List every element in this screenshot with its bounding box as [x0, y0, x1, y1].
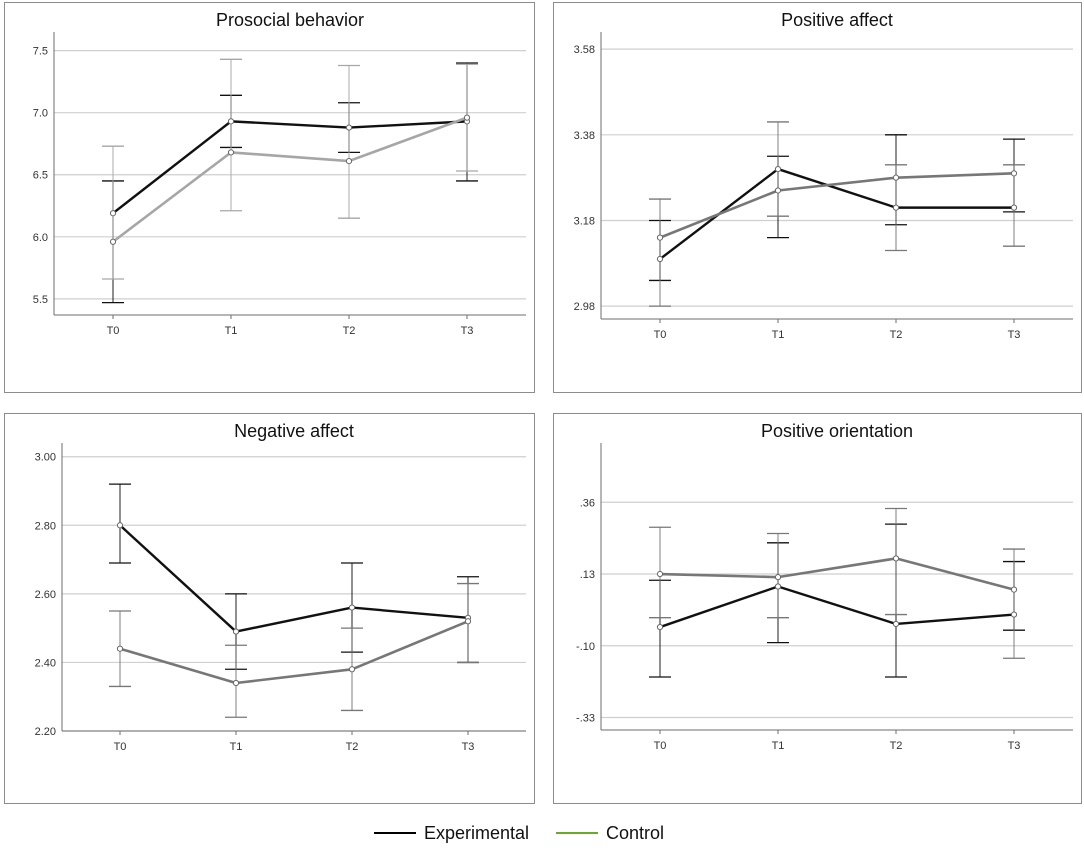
- chart-prosocial-behavior: Prosocial behavior 5.5 6.0 6.5 7.0 7.5 T0 T1 T2 T…: [4, 2, 535, 393]
- data-point-control: [348, 666, 356, 673]
- data-point-experimental: [345, 124, 353, 131]
- series-line-control: [119, 620, 469, 685]
- data-point-control: [116, 645, 124, 652]
- series-line-experimental: [659, 585, 1015, 629]
- series-line-experimental: [112, 120, 468, 215]
- data-point-control: [109, 238, 117, 245]
- data-point-control: [463, 114, 471, 121]
- chart-frame: [553, 413, 1082, 804]
- legend-swatch-control: [556, 832, 598, 834]
- data-point-experimental: [109, 210, 117, 217]
- chart-frame: [4, 2, 535, 393]
- data-point-control: [464, 618, 472, 625]
- x-tick-label: T2: [890, 740, 903, 752]
- x-tick-label: T0: [654, 740, 667, 752]
- legend-swatch-experimental: [374, 832, 416, 834]
- data-point-control: [232, 679, 240, 687]
- chart-frame: [553, 2, 1082, 393]
- x-tick-label: T1: [772, 329, 785, 341]
- legend-item-control: Control: [556, 818, 664, 848]
- series-line-experimental: [119, 524, 469, 633]
- x-tick-label: T3: [1008, 329, 1021, 341]
- chart-panel-positive-affect: Positive affect 2.98 3.18 3.38 3.58 T0 T1 T2 T3: [553, 2, 1082, 393]
- chart-title: Prosocial behavior: [216, 10, 364, 30]
- x-tick-label: T0: [107, 325, 120, 337]
- chart-panel-prosocial-behavior: Prosocial behavior 5.5 6.0 6.5 7.0 7.5 T0 T1 T2 T…: [4, 2, 535, 393]
- x-tick-label: T3: [1008, 740, 1021, 752]
- data-point-experimental: [116, 522, 124, 529]
- data-point-control: [656, 234, 664, 241]
- y-tick-label: .36: [580, 497, 595, 509]
- data-point-experimental: [892, 620, 900, 628]
- x-tick-label: T3: [462, 741, 475, 753]
- y-tick-label: 3.58: [574, 44, 595, 56]
- series-line-control: [112, 116, 468, 243]
- y-tick-label: 3.38: [574, 130, 595, 142]
- y-tick-label: .13: [580, 569, 595, 581]
- legend-label-experimental: Experimental: [424, 822, 530, 843]
- x-tick-label: T2: [346, 741, 359, 753]
- y-tick-label: 7.5: [33, 46, 48, 58]
- data-point-control: [774, 574, 782, 581]
- y-tick-label: 2.80: [35, 520, 56, 532]
- y-tick-label: 3.00: [35, 452, 56, 464]
- x-tick-label: T2: [890, 329, 903, 341]
- x-tick-label: T0: [654, 329, 667, 341]
- chart-positive-orientation: Positive orientation -.33 -.10 .13 .36 T0 T1 T2…: [553, 413, 1082, 804]
- x-tick-label: T2: [343, 325, 356, 337]
- data-point-control: [227, 149, 235, 156]
- chart-title: Positive affect: [781, 10, 893, 30]
- data-point-control: [1010, 586, 1018, 593]
- x-tick-label: T1: [225, 325, 238, 337]
- chart-positive-affect: Positive affect 2.98 3.18 3.38 3.58 T0 T1 T2 T3: [553, 2, 1082, 393]
- data-point-experimental: [1010, 204, 1018, 211]
- data-point-control: [774, 187, 782, 194]
- y-tick-label: 7.0: [33, 108, 48, 120]
- data-point-control: [345, 157, 353, 165]
- legend: Experimental Control: [0, 818, 1084, 848]
- x-tick-label: T0: [114, 741, 127, 753]
- y-tick-label: 3.18: [574, 215, 595, 227]
- y-tick-label: -.33: [576, 713, 595, 725]
- data-point-control: [892, 555, 900, 562]
- y-tick-label: -.10: [576, 641, 595, 653]
- legend-item-experimental: Experimental: [374, 818, 529, 848]
- x-tick-label: T3: [461, 325, 474, 337]
- data-point-experimental: [656, 255, 664, 263]
- data-point-experimental: [774, 165, 782, 173]
- data-point-experimental: [656, 623, 664, 631]
- data-point-experimental: [232, 628, 240, 635]
- chart-panel-positive-orientation: Positive orientation -.33 -.10 .13 .36 T0 T1 T2…: [553, 413, 1082, 804]
- data-point-experimental: [774, 583, 782, 590]
- chart-panel-negative-affect: Negative affect 2.20 2.40 2.60 2.80 3.00 T0 T1 T…: [4, 413, 535, 804]
- data-point-experimental: [348, 604, 356, 611]
- data-point-control: [892, 174, 900, 181]
- chart-title: Negative affect: [234, 421, 354, 441]
- series-line-control: [659, 172, 1015, 239]
- chart-negative-affect: Negative affect 2.20 2.40 2.60 2.80 3.00 T0 T1 T…: [4, 413, 535, 804]
- y-tick-label: 2.20: [35, 726, 56, 738]
- series-line-control: [659, 557, 1015, 591]
- y-tick-label: 6.5: [33, 170, 48, 182]
- legend-label-control: Control: [606, 822, 665, 843]
- y-tick-label: 5.5: [33, 294, 48, 306]
- y-tick-label: 6.0: [33, 232, 48, 244]
- x-tick-label: T1: [772, 740, 785, 752]
- chart-title: Positive orientation: [761, 421, 913, 441]
- chart-frame: [4, 413, 535, 804]
- y-tick-label: 2.60: [35, 589, 56, 601]
- y-tick-label: 2.40: [35, 657, 56, 669]
- data-point-experimental: [892, 204, 900, 211]
- x-tick-label: T1: [230, 741, 243, 753]
- y-tick-label: 2.98: [574, 301, 595, 313]
- data-point-experimental: [1010, 611, 1018, 618]
- data-point-control: [1010, 170, 1018, 177]
- data-point-control: [656, 570, 664, 578]
- data-point-experimental: [227, 118, 235, 125]
